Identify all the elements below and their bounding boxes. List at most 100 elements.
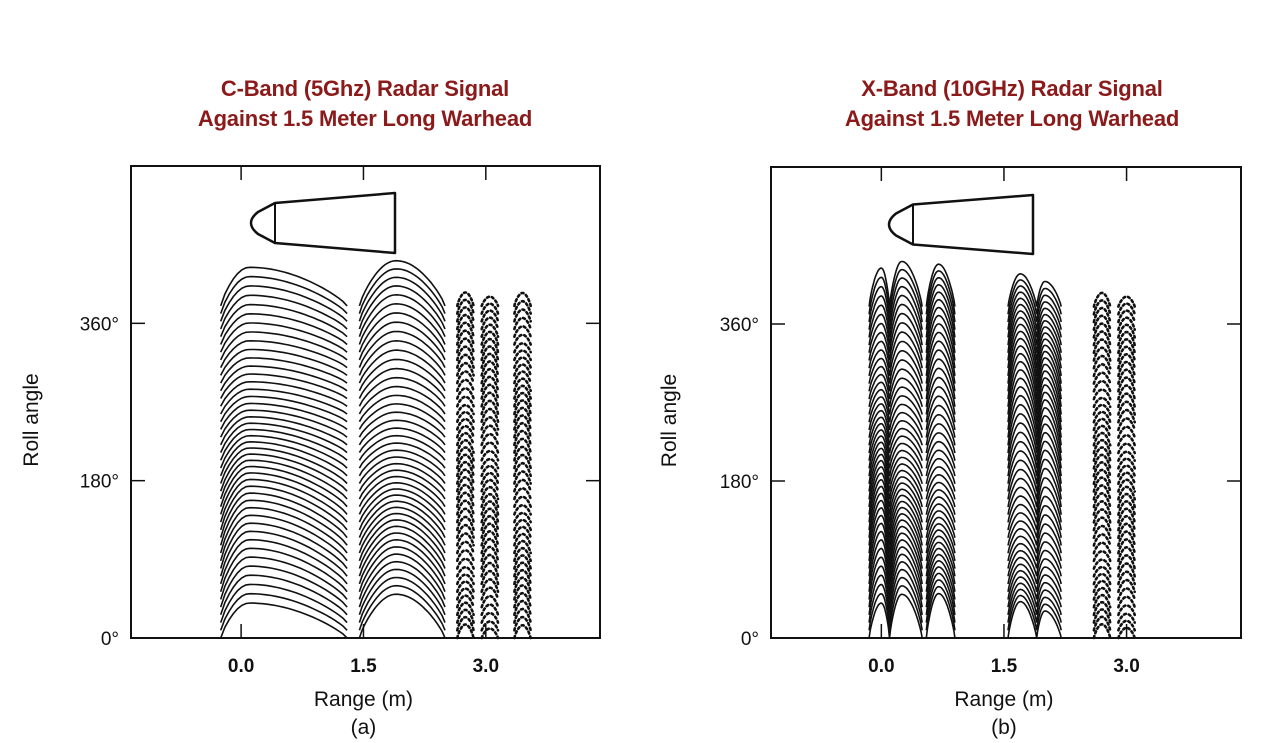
signal-trace [925,413,956,446]
signal-trace [455,378,475,393]
signal-trace [888,403,923,431]
signal-trace [1035,384,1062,431]
signal-trace [1117,578,1136,594]
signal-trace [1117,360,1136,378]
signal-trace [1007,549,1038,577]
signal-trace [888,419,923,446]
signal-trace [358,419,446,446]
signal-trace [513,453,533,470]
signal-trace [513,568,533,586]
signal-trace [1117,514,1136,532]
signal-trace [1035,514,1062,546]
signal-trace [925,510,956,538]
signal-trace [455,460,475,478]
signal-trace [455,601,475,617]
signal-trace [219,592,348,631]
signal-trace [455,345,475,362]
chart-a-title-line-2: Against 1.5 Meter Long Warhead [197,106,533,131]
signal-trace [1035,581,1062,608]
signal-trace [219,465,348,508]
signal-trace [1007,468,1038,500]
signal-trace [358,302,446,345]
signal-trace [480,586,500,601]
signal-trace [1035,558,1062,585]
signal-trace [1035,495,1062,531]
x-tick-label: 1.5 [350,656,377,677]
signal-trace [1092,453,1112,470]
signal-trace [888,322,923,361]
signal-trace [1092,484,1112,501]
signal-trace [868,514,891,561]
signal-trace [219,322,348,353]
signal-trace [1092,388,1112,401]
signal-trace [925,466,956,492]
signal-trace [219,348,348,377]
signal-trace [888,469,923,500]
signal-trace [888,500,923,538]
signal-trace [1007,600,1038,639]
signal-trace [1117,352,1136,370]
signal-trace [1117,330,1136,347]
signal-trace [480,478,500,493]
signal-trace [219,285,348,322]
signal-trace [513,539,533,555]
signal-trace [219,453,348,492]
signal-trace [513,615,533,632]
signal-trace [219,428,348,461]
signal-trace [868,340,891,369]
signal-trace [513,421,533,439]
signal-trace [1117,500,1136,517]
signal-trace [358,525,446,569]
signal-trace [925,449,956,477]
signal-trace [455,337,475,354]
signal-trace [358,339,446,376]
signal-trace [1092,306,1112,324]
signal-trace [1092,508,1112,524]
signal-trace [358,506,446,546]
signal-trace [1092,424,1112,439]
signal-trace [480,561,500,578]
signal-trace [480,627,500,640]
signal-trace [455,321,475,339]
signal-trace [1092,615,1112,632]
signal-trace [1092,379,1112,393]
signal-trace [1035,596,1062,623]
signal-trace [868,478,891,523]
signal-trace [1007,323,1038,369]
signal-trace [925,283,956,330]
signal-trace [1007,291,1038,330]
signal-trace [480,500,500,516]
signal-trace [219,478,348,523]
signal-trace [1117,323,1136,339]
signal-trace [480,375,500,393]
signal-trace [1007,310,1038,353]
signal-trace [480,569,500,586]
signal-trace [455,507,475,524]
signal-trace [455,424,475,439]
signal-trace [219,402,348,431]
signal-trace [1035,391,1062,438]
signal-trace [480,611,500,624]
signal-trace [868,267,891,307]
signal-trace [358,411,446,438]
signal-trace [925,541,956,577]
signal-trace [925,314,956,361]
chart-a-title-line-1: C-Band (5Ghz) Radar Signal [220,76,510,101]
signal-trace [925,559,956,600]
signal-trace [1007,527,1038,554]
signal-trace [925,306,956,353]
signal-trace [1117,302,1136,316]
signal-trace [513,518,533,532]
signal-trace [888,560,923,608]
signal-trace [219,556,348,600]
signal-trace [455,306,475,323]
signal-trace [1035,504,1062,538]
signal-trace [1092,446,1112,463]
signal-trace [888,312,923,353]
signal-trace [925,516,956,546]
signal-trace [888,506,923,546]
signal-trace [358,584,446,631]
signal-trace [513,406,533,424]
signal-trace [868,459,891,500]
signal-trace [455,491,475,509]
